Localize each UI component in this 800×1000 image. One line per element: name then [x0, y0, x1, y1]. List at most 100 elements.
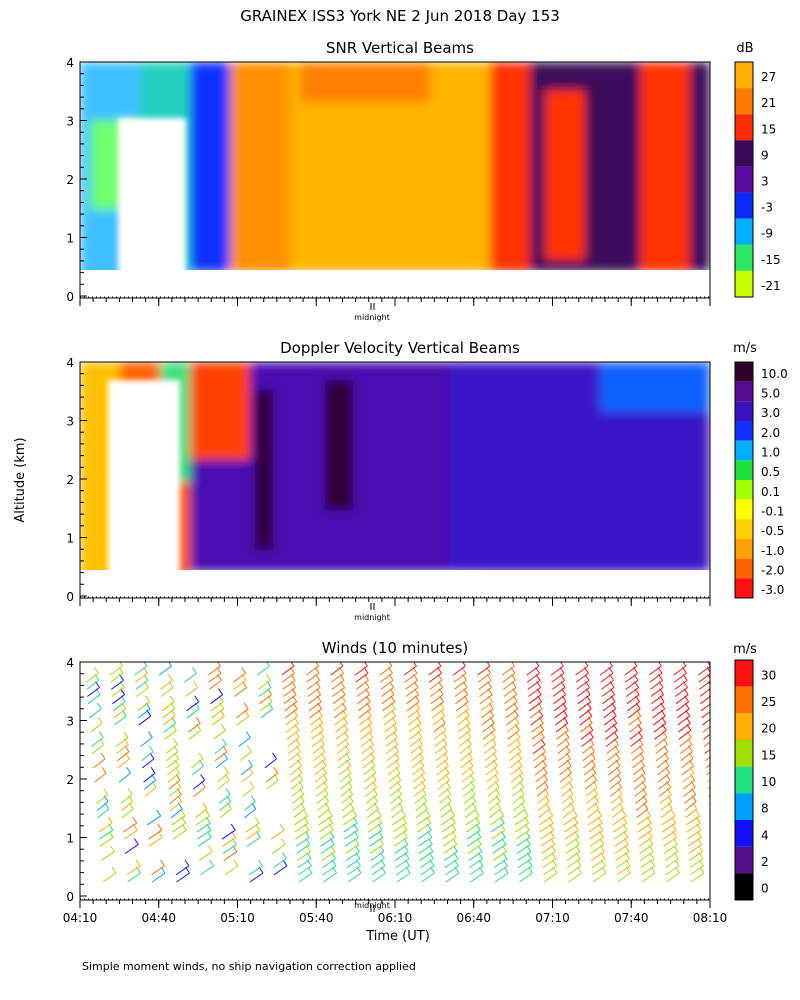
wind-barb: [360, 729, 373, 740]
wind-barb: [445, 872, 460, 883]
wind-barb-flag: [709, 710, 710, 711]
wind-barb: [144, 787, 157, 797]
wind-barb: [433, 729, 447, 740]
wind-barb: [127, 872, 141, 883]
wind-barb: [488, 794, 500, 804]
wind-barb: [306, 672, 320, 683]
wind-barb: [704, 756, 710, 762]
wind-barb: [554, 715, 568, 726]
wind-barb-flag: [233, 859, 239, 867]
wind-barb: [625, 679, 639, 690]
wind-barb: [634, 787, 647, 797]
snr-y-axis: 0 1 2 3 4: [66, 56, 87, 304]
wind-barb: [529, 701, 542, 712]
wind-barb: [283, 687, 296, 697]
wind-barb: [256, 665, 270, 676]
colorbar-swatch: [735, 499, 753, 520]
wind-barb: [338, 758, 351, 769]
colorbar-label: -3: [761, 201, 773, 215]
wind-barb: [580, 722, 593, 733]
wind-barb-flag: [149, 745, 154, 753]
colorbar-swatch: [735, 846, 753, 874]
wind-barb: [711, 816, 724, 825]
wind-barb: [289, 758, 302, 769]
wind-barb: [233, 679, 247, 690]
colorbar-frame: [734, 659, 754, 901]
wind-barb: [437, 772, 450, 783]
wind-barb: [146, 815, 161, 826]
wind-barb: [232, 672, 246, 683]
wind-barb: [366, 801, 379, 812]
colorbar-label: -3.0: [761, 583, 784, 597]
wind-barb: [121, 801, 134, 812]
wind-barb-flag: [217, 662, 221, 667]
wind-barb: [244, 808, 257, 819]
wind-barb: [121, 808, 134, 819]
wind-barb: [699, 680, 710, 690]
wind-barb-flag: [548, 809, 554, 817]
wind-barb: [683, 787, 696, 797]
wind-barb: [542, 858, 557, 869]
wind-barb: [211, 708, 224, 719]
wind-barb: [627, 701, 640, 712]
colorbar-label: 0.5: [761, 465, 780, 479]
wind-barb: [241, 772, 254, 783]
wind-barb: [553, 701, 567, 712]
wind-barb: [538, 815, 553, 826]
winds-colorbar-unit: m/s: [733, 642, 757, 657]
wind-barb: [501, 665, 515, 676]
wind-barb-flag: [572, 809, 578, 817]
wind-barb: [452, 665, 466, 676]
wind-barb: [531, 722, 544, 733]
wind-barb: [312, 744, 325, 754]
wind-barb: [470, 872, 484, 883]
wind-barb: [380, 679, 394, 690]
wind-barb: [602, 701, 616, 712]
snr-x-axis: [79, 296, 711, 310]
wind-barb: [652, 715, 666, 726]
x-tick-label: 05:40: [299, 911, 334, 925]
colorbar-swatch: [735, 166, 753, 193]
wind-barb: [412, 772, 425, 783]
wind-barb: [700, 695, 710, 705]
wind-barb-flag: [303, 809, 309, 817]
wind-barb: [354, 665, 368, 676]
wind-barb: [417, 829, 432, 840]
colorbar-swatch: [735, 270, 753, 297]
wind-barb: [567, 865, 582, 876]
wind-barb: [456, 708, 469, 719]
wind-barb: [660, 808, 673, 819]
y-tick-label: 0: [66, 590, 74, 604]
y-tick-label: 2: [66, 773, 74, 787]
wind-barb-flag: [584, 662, 589, 667]
wind-barb: [639, 851, 654, 862]
colorbar-label: 10.0: [761, 367, 788, 381]
wind-barb: [599, 665, 613, 676]
colorbar-swatch: [735, 519, 753, 539]
wind-barb: [356, 687, 370, 697]
wind-barb: [478, 679, 492, 690]
wind-barb: [134, 672, 148, 683]
wind-barb: [439, 801, 452, 812]
wind-barb: [143, 779, 156, 790]
wind-barb: [339, 772, 352, 783]
wind-barb: [666, 872, 680, 883]
wind-barb: [142, 758, 155, 769]
wind-barb: [462, 779, 475, 790]
wind-barb-flag: [714, 760, 718, 766]
snr-panel-title: SNR Vertical Beams: [326, 39, 474, 57]
wind-barb: [265, 772, 278, 783]
wind-barb: [432, 715, 446, 726]
wind-barb: [415, 801, 428, 812]
wind-barb-flag: [202, 802, 208, 810]
wind-barb: [459, 751, 473, 762]
wind-barb: [611, 808, 624, 819]
wind-barb: [614, 844, 629, 854]
doppler-colorbar: 10.0 5.0 3.0 2.0 1.0 0.5 0.1 -0.1 -0.5 -1.0 -2.0 -3…: [734, 361, 788, 599]
wind-barb: [483, 744, 497, 754]
wind-barb-flag: [107, 816, 113, 824]
colorbar-label: 27: [761, 70, 776, 84]
wind-barb: [193, 787, 206, 797]
wind-barb: [609, 779, 622, 790]
wind-barb: [242, 787, 255, 797]
